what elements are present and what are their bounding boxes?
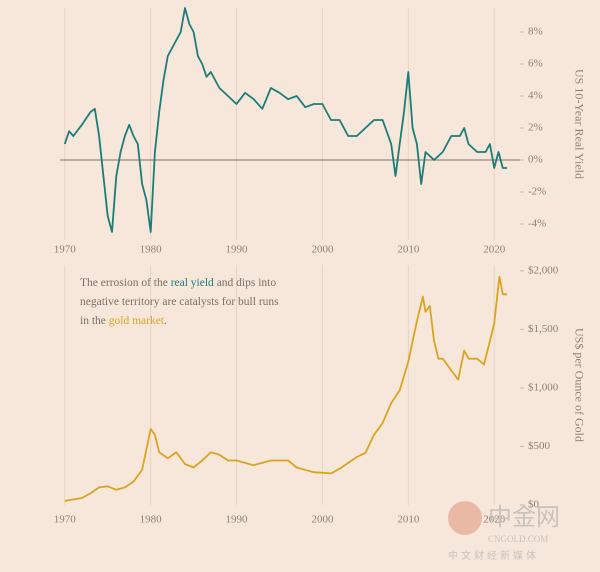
annotation: in the gold market. [80, 315, 167, 327]
watermark-logo [448, 501, 482, 535]
y-tick-label: $0 [528, 499, 540, 511]
annotation: The errosion of the real yield and dips … [80, 277, 276, 289]
y-axis-title: US 10-Year Real Yield [572, 69, 586, 179]
x-tick-label: 2010 [397, 514, 420, 526]
x-tick-label: 2000 [311, 514, 334, 526]
y-tick-label: 6% [528, 58, 543, 70]
x-tick-label: 1990 [226, 244, 249, 256]
panel: 1970 1980 1990 2000 2010 2020 -4% -2% 0% 2% 4% 6% 8%… [54, 7, 586, 256]
y-tick-label: 2% [528, 122, 543, 134]
data-line [63, 7, 508, 233]
y-tick-label: 8% [528, 26, 543, 38]
annotation-segment: negative territory are catalysts for bul… [80, 296, 279, 308]
x-tick-label: 2000 [311, 244, 334, 256]
x-tick-label: 2020 [483, 244, 506, 256]
annotation-segment: gold market [109, 315, 165, 327]
watermark: 中金网 CNGOLD.COM 中文财经新媒体 [448, 501, 560, 562]
y-tick-label: 4% [528, 90, 543, 102]
watermark-text: 中文财经新媒体 [448, 549, 539, 562]
watermark-text: CNGOLD.COM [488, 534, 548, 544]
y-tick-label: $500 [528, 440, 551, 452]
annotation: negative territory are catalysts for bul… [80, 296, 279, 308]
x-tick-label: 1970 [54, 244, 77, 256]
y-tick-label: -4% [528, 218, 546, 230]
charts: 1970 1980 1990 2000 2010 2020 -4% -2% 0% 2% 4% 6% 8%… [54, 7, 586, 526]
watermark-text: 中金网 [488, 503, 560, 531]
y-axis-title: US$ per Ounce of Gold [572, 328, 586, 442]
annotation-segment: . [164, 315, 167, 327]
x-tick-label: 2010 [397, 244, 420, 256]
panel: 1970 1980 1990 2000 2010 2020 $0 $500 $1,000 $1,5… [54, 264, 586, 525]
y-tick-label: $2,000 [528, 264, 559, 276]
y-tick-label: -2% [528, 186, 546, 198]
y-tick-label: 0% [528, 154, 543, 166]
x-tick-label: 1980 [140, 514, 163, 526]
y-tick-label: $1,500 [528, 323, 559, 335]
y-tick-label: $1,000 [528, 381, 559, 393]
x-tick-label: 1980 [140, 244, 163, 256]
data-line [64, 275, 508, 502]
x-tick-label: 1990 [226, 514, 249, 526]
annotation-segment: The errosion of the [80, 277, 171, 289]
x-tick-label: 2020 [483, 514, 506, 526]
annotation-segment: in the [80, 315, 109, 327]
x-tick-label: 1970 [54, 514, 77, 526]
annotation-segment: and dips into [214, 277, 277, 289]
annotation-segment: real yield [171, 277, 214, 289]
